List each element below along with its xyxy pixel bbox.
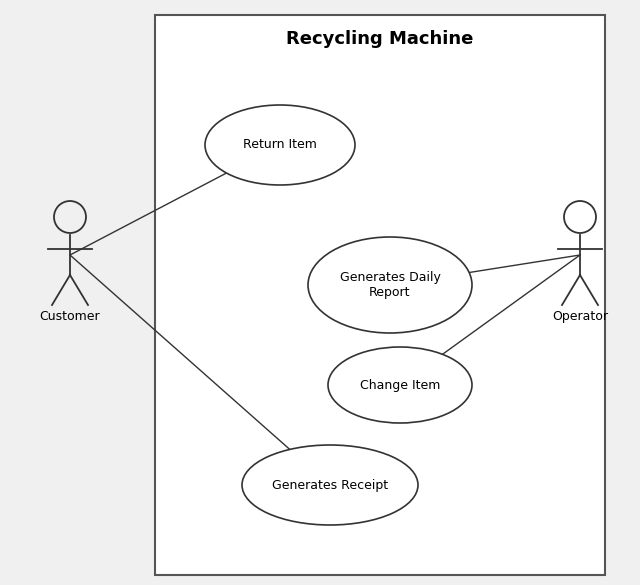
- Text: Change Item: Change Item: [360, 378, 440, 391]
- Text: Generates Daily
Report: Generates Daily Report: [340, 271, 440, 299]
- Ellipse shape: [242, 445, 418, 525]
- Ellipse shape: [205, 105, 355, 185]
- Text: Generates Receipt: Generates Receipt: [272, 479, 388, 491]
- Bar: [155, 15, 605, 575]
- Text: Customer: Customer: [40, 310, 100, 323]
- Text: Recycling Machine: Recycling Machine: [286, 30, 474, 48]
- Text: Return Item: Return Item: [243, 139, 317, 152]
- Text: Operator: Operator: [552, 310, 608, 323]
- Ellipse shape: [308, 237, 472, 333]
- Ellipse shape: [328, 347, 472, 423]
